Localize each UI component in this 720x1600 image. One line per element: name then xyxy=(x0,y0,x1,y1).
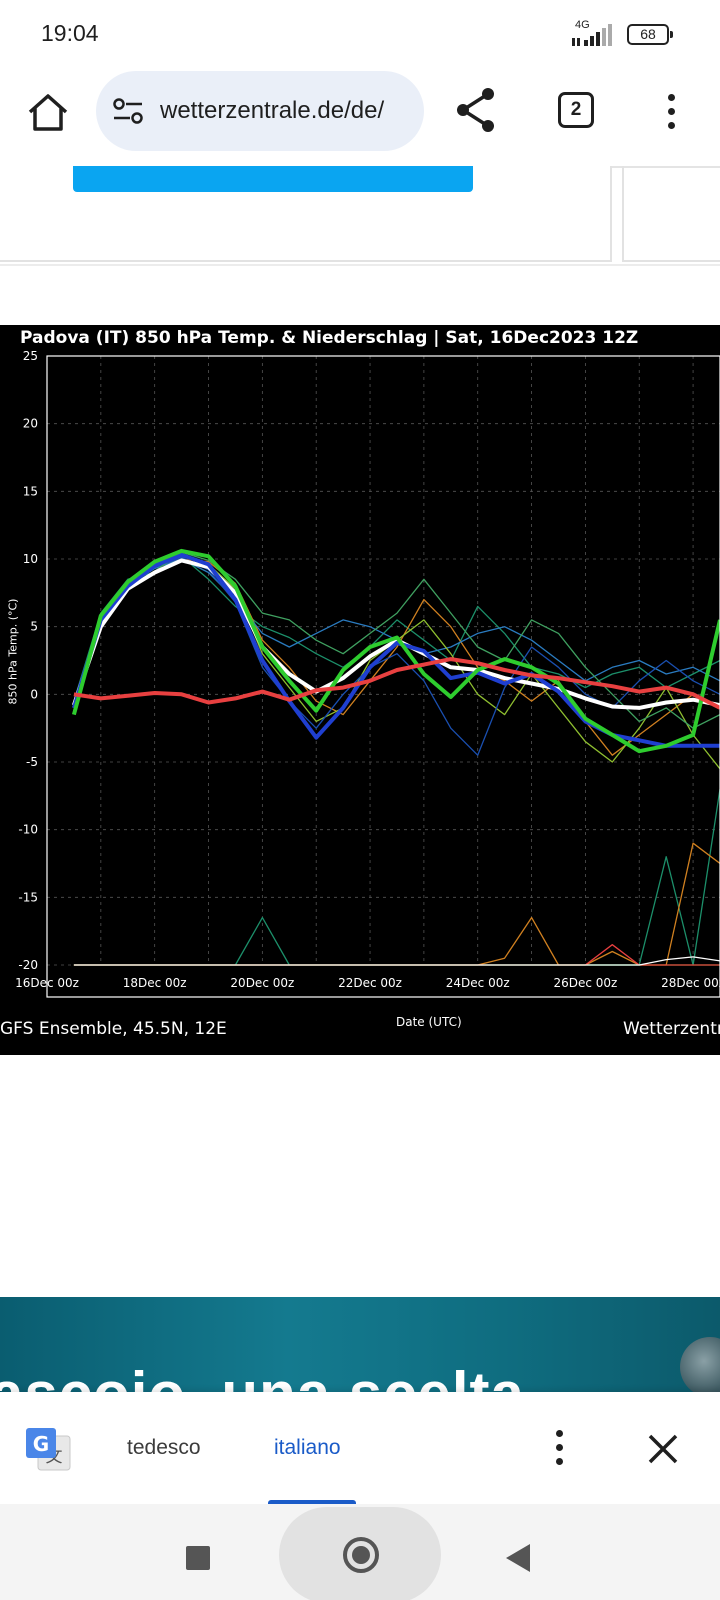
climate-mean-line xyxy=(73,657,720,710)
x-tick-label: 26Dec 00z xyxy=(553,976,617,990)
network-type: 4G xyxy=(575,19,590,31)
x-axis-label: Date (UTC) xyxy=(396,1015,462,1029)
share-icon[interactable] xyxy=(454,86,498,134)
ad-image xyxy=(680,1337,720,1393)
source-language-tab[interactable]: tedesco xyxy=(127,1436,201,1459)
status-time: 19:04 xyxy=(41,20,99,46)
x-tick-label: 18Dec 00z xyxy=(123,976,187,990)
x-tick-label: 20Dec 00z xyxy=(230,976,294,990)
blue-button-strip[interactable] xyxy=(73,166,473,192)
y-tick-label: 15 xyxy=(23,484,38,498)
translate-menu-icon[interactable] xyxy=(548,1428,572,1468)
x-tick-label: 24Dec 00z xyxy=(446,976,510,990)
y-axis-label: 850 hPa Temp. (°C) xyxy=(6,598,20,705)
browser-toolbar: wetterzentrale.de/de/ 2 xyxy=(0,68,720,164)
battery-icon: 68 xyxy=(627,24,673,45)
control-run-line xyxy=(71,552,720,748)
url-text[interactable]: wetterzentrale.de/de/ xyxy=(160,97,385,124)
y-tick-label: 0 xyxy=(30,687,38,701)
precip-line xyxy=(73,944,720,966)
ensemble-member-line xyxy=(73,555,720,702)
more-vert-icon[interactable] xyxy=(660,92,684,132)
ensemble-member-line xyxy=(73,556,720,756)
precip-line xyxy=(73,956,720,966)
system-nav-bar xyxy=(0,1504,720,1600)
precip-line xyxy=(73,789,720,966)
meteogram-chart[interactable]: -20 -15 -10 -5 0 5 10 15 20 25 16Dec 00z 18Dec 00z 2… xyxy=(0,325,720,1055)
content-card-side xyxy=(622,166,720,262)
recents-icon[interactable] xyxy=(186,1546,210,1570)
translate-bar: 文 G tedesco italiano xyxy=(0,1392,720,1505)
ensemble-member-line xyxy=(73,558,720,756)
source-label: Wetterzentrale xyxy=(623,1019,720,1039)
x-tick-label: 28Dec 00z xyxy=(661,976,720,990)
address-bar[interactable]: wetterzentrale.de/de/ xyxy=(96,71,424,151)
ensemble-mean-line xyxy=(72,558,720,710)
status-bar: 19:04 4G 68 xyxy=(0,0,720,68)
signal-icon xyxy=(572,24,612,46)
tune-icon[interactable] xyxy=(112,97,144,125)
home-icon[interactable] xyxy=(343,1537,379,1573)
y-tick-label: -15 xyxy=(18,890,38,904)
precip-line xyxy=(73,842,720,966)
svg-text:G: G xyxy=(33,1432,49,1456)
y-tick-label: 20 xyxy=(23,417,38,431)
x-tick-label: 22Dec 00z xyxy=(338,976,402,990)
chart-title: Padova (IT) 850 hPa Temp. & Niederschlag… xyxy=(20,328,639,348)
ensemble-member-line xyxy=(73,558,720,706)
selected-language-indicator xyxy=(268,1500,356,1505)
google-translate-icon: 文 G xyxy=(26,1428,71,1471)
target-language-tab[interactable]: italiano xyxy=(274,1436,341,1459)
tab-switcher-button[interactable]: 2 xyxy=(558,92,594,128)
ad-text: ascoio, una scelta xyxy=(0,1359,525,1393)
battery-level: 68 xyxy=(640,26,656,42)
y-tick-label: 5 xyxy=(30,620,38,634)
model-label: GFS Ensemble, 45.5N, 12E xyxy=(0,1019,227,1039)
back-icon[interactable] xyxy=(506,1544,530,1572)
y-tick-label: -20 xyxy=(18,958,38,972)
ad-banner[interactable]: ascoio, una scelta xyxy=(0,1297,720,1393)
home-icon[interactable] xyxy=(26,90,70,134)
y-tick-label: -10 xyxy=(18,823,38,837)
tab-count: 2 xyxy=(570,99,582,120)
y-tick-label: 25 xyxy=(23,349,38,363)
content-card xyxy=(0,166,612,262)
y-tick-label: -5 xyxy=(26,755,38,769)
section-divider xyxy=(0,264,720,266)
operational-run-line xyxy=(71,548,720,754)
y-tick-label: 10 xyxy=(23,552,38,566)
close-icon[interactable] xyxy=(646,1432,680,1466)
